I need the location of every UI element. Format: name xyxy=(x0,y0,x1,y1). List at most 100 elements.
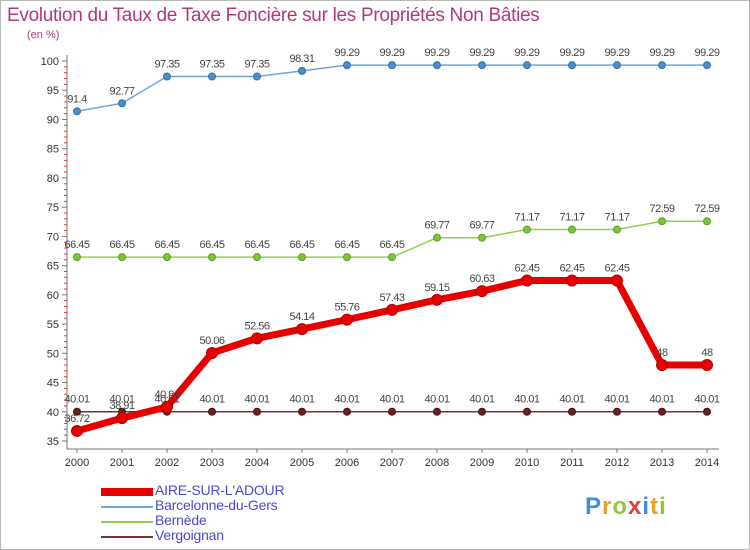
y-tick-label: 45 xyxy=(47,378,59,390)
x-tick-label: 2012 xyxy=(605,457,629,469)
data-label: 66.45 xyxy=(244,239,269,251)
data-point xyxy=(206,346,218,359)
data-point xyxy=(388,407,396,416)
y-tick-label: 50 xyxy=(47,348,59,360)
data-point xyxy=(118,253,126,262)
x-tick-label: 2008 xyxy=(425,457,449,469)
data-point xyxy=(433,407,441,416)
data-point xyxy=(161,400,173,413)
logo-letter: x xyxy=(628,493,643,520)
data-label: 66.45 xyxy=(199,239,224,251)
x-tick-label: 2005 xyxy=(290,457,314,469)
y-tick-label: 75 xyxy=(47,202,59,214)
data-point xyxy=(656,359,668,371)
data-label: 40.01 xyxy=(559,394,584,406)
data-point xyxy=(343,61,351,70)
data-point xyxy=(386,303,398,316)
line-chart: 35 40 45 50 55 60 65 70 75 80 85 90 95 100 2000 2001 200… xyxy=(41,47,721,469)
data-point xyxy=(611,274,623,287)
data-label: 99.29 xyxy=(379,47,404,59)
data-label: 69.77 xyxy=(469,220,494,232)
data-point xyxy=(253,72,261,81)
data-point xyxy=(388,61,396,70)
y-tick-label: 35 xyxy=(47,436,59,448)
data-label: 40.01 xyxy=(379,394,404,406)
legend-swatch xyxy=(101,521,153,523)
logo-letter: i xyxy=(642,493,651,520)
data-label: 99.29 xyxy=(694,47,719,59)
data-point xyxy=(568,407,576,416)
data-label: 66.45 xyxy=(334,239,359,251)
logo-letter: P xyxy=(585,493,603,520)
data-label: 92.77 xyxy=(109,85,134,97)
data-label: 40.84 xyxy=(154,389,179,401)
legend-label: Bernède xyxy=(155,512,207,528)
data-label: 99.29 xyxy=(469,47,494,59)
data-point xyxy=(478,61,486,70)
data-label: 99.29 xyxy=(559,47,584,59)
data-point xyxy=(251,332,263,345)
data-point xyxy=(568,225,576,234)
data-label: 40.01 xyxy=(334,394,359,406)
data-point xyxy=(658,407,666,416)
data-label: 66.45 xyxy=(379,239,404,251)
data-label: 71.17 xyxy=(514,212,539,224)
data-label: 98.31 xyxy=(289,53,314,65)
legend-swatch xyxy=(101,506,153,508)
y-tick-label: 95 xyxy=(47,85,59,97)
data-label: 66.45 xyxy=(109,239,134,251)
data-point xyxy=(163,72,171,81)
data-point xyxy=(208,72,216,81)
data-point xyxy=(118,99,126,108)
data-label: 36.72 xyxy=(64,413,89,425)
x-tick-label: 2000 xyxy=(65,457,89,469)
data-point xyxy=(341,313,353,326)
x-tick-label: 2013 xyxy=(650,457,674,469)
data-point xyxy=(478,407,486,416)
data-label: 54.14 xyxy=(289,311,314,323)
data-label: 52.56 xyxy=(244,320,269,332)
data-label: 40.01 xyxy=(199,394,224,406)
x-tick-label: 2007 xyxy=(380,457,404,469)
data-point xyxy=(613,61,621,70)
y-tick-label: 55 xyxy=(47,319,59,331)
data-label: 40.01 xyxy=(154,394,179,406)
data-label: 48 xyxy=(656,347,668,359)
chart-title: Evolution du Taux de Taxe Foncière sur l… xyxy=(7,5,540,26)
data-point xyxy=(523,61,531,70)
data-point xyxy=(208,253,216,262)
x-tick-label: 2014 xyxy=(695,457,719,469)
data-label: 62.45 xyxy=(559,263,584,275)
data-point xyxy=(523,225,531,234)
data-point xyxy=(431,293,443,306)
data-label: 99.29 xyxy=(604,47,629,59)
data-label: 71.17 xyxy=(604,212,629,224)
data-point xyxy=(523,407,531,416)
data-label: 99.29 xyxy=(334,47,359,59)
data-point xyxy=(73,407,81,416)
y-tick-label: 70 xyxy=(47,231,59,243)
y-tick-label: 65 xyxy=(47,261,59,273)
legend-label: Barcelonne-du-Gers xyxy=(155,497,278,513)
data-label: 40.01 xyxy=(649,394,674,406)
x-tick-label: 2003 xyxy=(200,457,224,469)
data-label: 62.45 xyxy=(604,263,629,275)
data-point xyxy=(701,359,713,371)
chart-axes: 35 40 45 50 55 60 65 70 75 80 85 90 95 100 2000 2001 200… xyxy=(41,55,719,469)
data-point xyxy=(613,407,621,416)
y-tick-label: 80 xyxy=(47,173,59,185)
data-point xyxy=(298,253,306,262)
data-label: 40.01 xyxy=(109,394,134,406)
data-point xyxy=(298,66,306,75)
data-label: 57.43 xyxy=(379,292,404,304)
data-label: 40.01 xyxy=(64,394,89,406)
logo-letter: t xyxy=(650,493,660,520)
x-tick-label: 2011 xyxy=(560,457,584,469)
data-point xyxy=(71,424,83,437)
data-label: 97.35 xyxy=(244,58,269,70)
x-tick-label: 2002 xyxy=(155,457,179,469)
y-tick-label: 60 xyxy=(47,290,59,302)
data-label: 99.29 xyxy=(514,47,539,59)
data-point xyxy=(296,323,308,336)
data-point xyxy=(298,407,306,416)
